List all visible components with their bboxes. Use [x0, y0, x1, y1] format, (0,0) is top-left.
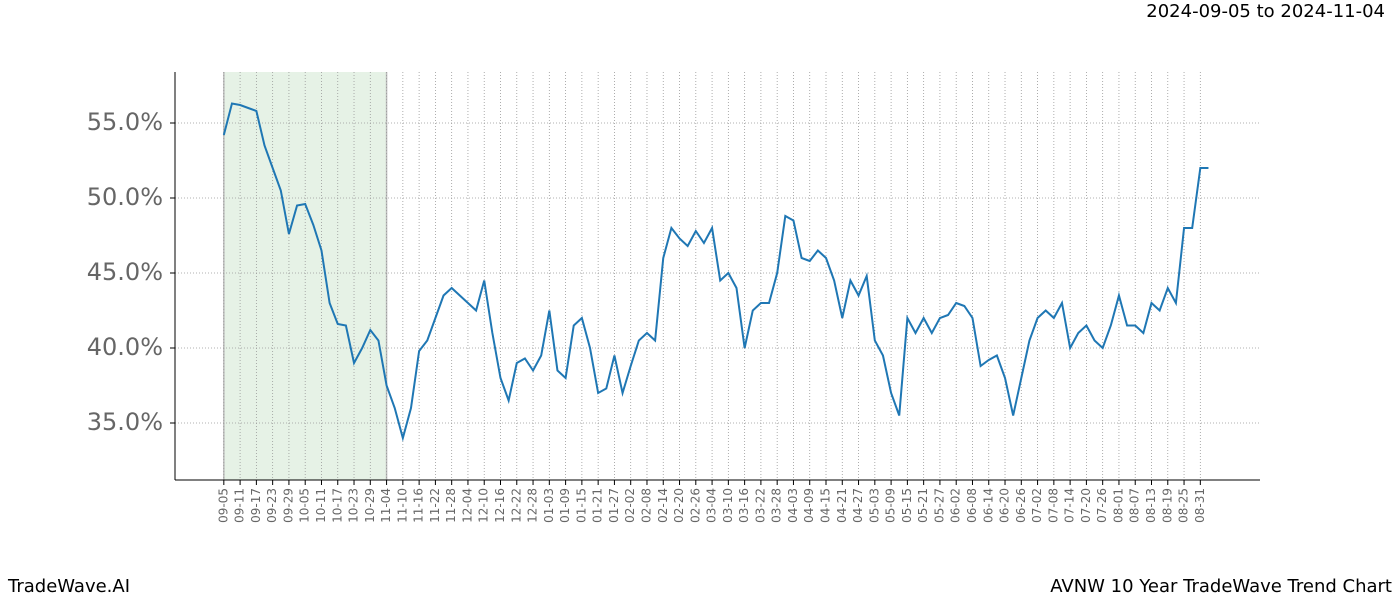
- x-tick-label: 12-16: [493, 488, 507, 523]
- x-tick-label: 05-09: [884, 488, 898, 523]
- x-tick-label: 08-13: [1144, 488, 1158, 523]
- chart-title: 2024-09-05 to 2024-11-04: [1146, 1, 1385, 22]
- x-tick-label: 04-15: [819, 488, 833, 523]
- x-tick-label: 11-10: [395, 488, 409, 523]
- x-tick-label: 12-22: [509, 488, 523, 523]
- x-tick-label: 10-23: [347, 488, 361, 523]
- x-tick-label: 07-08: [1046, 488, 1060, 523]
- footer-right: AVNW 10 Year TradeWave Trend Chart: [1050, 576, 1392, 597]
- x-tick-label: 10-17: [330, 488, 344, 523]
- x-tick-label: 06-26: [1014, 488, 1028, 523]
- x-tick-label: 03-04: [705, 488, 719, 523]
- x-tick-label: 08-31: [1193, 488, 1207, 523]
- x-tick-label: 04-27: [851, 488, 865, 523]
- data-line: [222, 102, 1209, 442]
- x-tick-label: 10-11: [314, 488, 328, 523]
- x-tick-label: 08-25: [1177, 488, 1191, 523]
- x-tick-label: 06-20: [998, 488, 1012, 523]
- x-tick-label: 06-02: [949, 488, 963, 523]
- x-tick-label: 10-05: [298, 488, 312, 523]
- x-tick-label: 12-10: [477, 488, 491, 523]
- x-tick-label: 05-03: [867, 488, 881, 523]
- x-tick-label: 03-22: [753, 488, 767, 523]
- x-tick-label: 02-14: [656, 488, 670, 523]
- y-tick-label: 40.0%: [87, 333, 163, 361]
- x-tick-label: 09-29: [281, 488, 295, 523]
- x-tick-label: 04-03: [786, 488, 800, 523]
- x-tick-label: 01-27: [607, 488, 621, 523]
- x-tick-label: 04-21: [835, 488, 849, 523]
- x-tick-label: 08-01: [1111, 488, 1125, 523]
- x-tick-label: 11-22: [428, 488, 442, 523]
- x-tick-label: 09-17: [249, 488, 263, 523]
- x-tick-label: 02-20: [672, 488, 686, 523]
- footer-left: TradeWave.AI: [7, 576, 130, 597]
- x-tick-label: 12-04: [460, 488, 474, 523]
- x-tick-label: 04-09: [802, 488, 816, 523]
- x-tick-label: 09-05: [216, 488, 230, 523]
- x-tick-label: 11-16: [412, 488, 426, 523]
- y-tick-label: 45.0%: [87, 258, 163, 286]
- x-tick-label: 07-26: [1095, 488, 1109, 523]
- x-tick-label: 11-28: [444, 488, 458, 523]
- x-tick-label: 07-20: [1079, 488, 1093, 523]
- x-tick-label: 02-08: [639, 488, 653, 523]
- x-tick-label: 11-04: [379, 488, 393, 523]
- y-tick-label: 50.0%: [87, 183, 163, 211]
- x-tick-label: 07-14: [1063, 488, 1077, 523]
- x-tick-label: 05-15: [900, 488, 914, 523]
- x-tick-label: 01-21: [591, 488, 605, 523]
- x-tick-label: 07-02: [1030, 488, 1044, 523]
- x-tick-label: 02-02: [623, 488, 637, 523]
- x-tick-label: 09-11: [233, 488, 247, 523]
- x-tick-label: 05-21: [916, 488, 930, 523]
- x-tick-label: 02-26: [688, 488, 702, 523]
- x-tick-label: 03-16: [737, 488, 751, 523]
- x-tick-label: 09-23: [265, 488, 279, 523]
- x-tick-label: 12-28: [526, 488, 540, 523]
- x-tick-label: 08-19: [1160, 488, 1174, 523]
- y-tick-label: 35.0%: [87, 408, 163, 436]
- x-tick-label: 03-10: [721, 488, 735, 523]
- x-tick-label: 06-14: [981, 488, 995, 523]
- x-tick-label: 01-09: [558, 488, 572, 523]
- x-tick-label: 01-15: [574, 488, 588, 523]
- x-tick-label: 01-03: [542, 488, 556, 523]
- x-tick-label: 03-28: [770, 488, 784, 523]
- y-tick-label: 55.0%: [87, 108, 163, 136]
- x-tick-label: 05-27: [932, 488, 946, 523]
- x-tick-label: 08-07: [1128, 488, 1142, 523]
- x-tick-label: 06-08: [965, 488, 979, 523]
- x-tick-label: 10-29: [363, 488, 377, 523]
